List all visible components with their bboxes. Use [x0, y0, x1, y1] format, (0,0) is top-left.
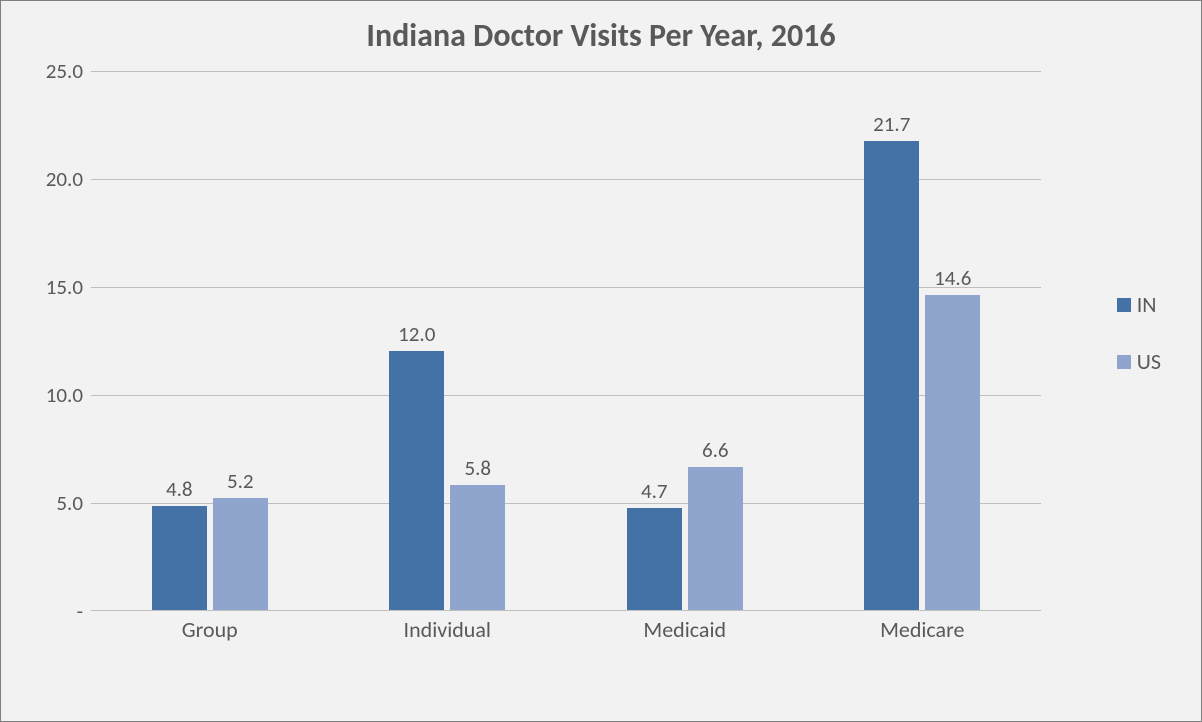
bar-value-label: 5.8 — [464, 455, 491, 481]
x-category-label: Group — [182, 616, 238, 643]
bar-value-label: 12.0 — [398, 321, 435, 347]
y-tick-label: 10.0 — [46, 382, 83, 408]
x-category-label: Individual — [404, 616, 491, 643]
bar: 12.0 — [389, 351, 444, 610]
bar-value-label: 21.7 — [873, 111, 910, 137]
chart-title: Indiana Doctor Visits Per Year, 2016 — [1, 1, 1201, 60]
bar: 14.6 — [925, 295, 980, 610]
bar: 5.2 — [213, 498, 268, 610]
plot-area: 4.85.212.05.84.76.621.714.6 — [91, 71, 1041, 611]
bar-value-label: 4.8 — [166, 476, 193, 502]
legend-label: IN — [1137, 291, 1157, 318]
bar: 21.7 — [864, 141, 919, 610]
legend-swatch — [1117, 298, 1131, 312]
x-axis-labels: Group Individual Medicaid Medicare — [91, 616, 1041, 656]
bar-value-label: 4.7 — [641, 478, 668, 504]
y-tick-label: 20.0 — [46, 166, 83, 192]
legend-swatch — [1117, 355, 1131, 369]
y-tick-label: 15.0 — [46, 274, 83, 300]
y-tick-label: - — [77, 598, 83, 624]
bar: 6.6 — [688, 467, 743, 610]
bar-group: 4.85.2 — [152, 498, 268, 610]
bar-group: 21.714.6 — [864, 141, 980, 610]
bar-group: 4.76.6 — [627, 467, 743, 610]
x-category-label: Medicare — [880, 616, 964, 643]
x-category-label: Medicaid — [643, 616, 726, 643]
plot-wrapper: -5.010.015.020.025.0 4.85.212.05.84.76.6… — [31, 71, 1041, 651]
bar: 5.8 — [450, 485, 505, 610]
legend-item: US — [1117, 348, 1161, 375]
legend: IN US — [1117, 291, 1161, 405]
bar: 4.7 — [627, 508, 682, 610]
bar-value-label: 5.2 — [227, 468, 254, 494]
bar: 4.8 — [152, 506, 207, 610]
bar-value-label: 14.6 — [934, 265, 971, 291]
y-tick-label: 5.0 — [56, 490, 83, 516]
chart-container: Indiana Doctor Visits Per Year, 2016 - 5.… — [0, 0, 1202, 722]
gridline — [91, 71, 1041, 72]
legend-item: IN — [1117, 291, 1161, 318]
y-axis: -5.010.015.020.025.0 — [31, 71, 91, 651]
bar-value-label: 6.6 — [702, 437, 729, 463]
legend-label: US — [1137, 348, 1161, 375]
y-tick-label: 25.0 — [46, 58, 83, 84]
bar-group: 12.05.8 — [389, 351, 505, 610]
